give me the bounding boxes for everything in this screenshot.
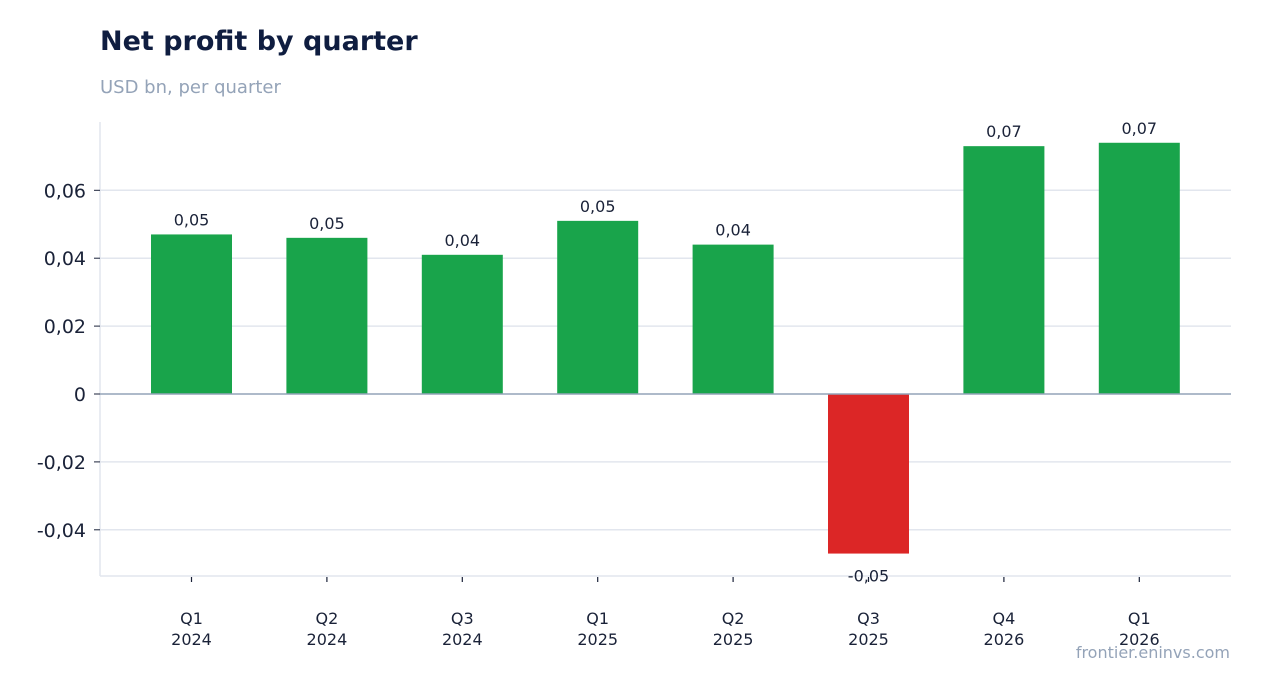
y-tick-label: 0,06	[44, 180, 86, 202]
y-tick-label: 0,04	[44, 248, 86, 270]
x-tick-label: Q2	[722, 609, 745, 628]
y-tick-label: 0,02	[44, 316, 86, 338]
x-tick-label: 2026	[984, 630, 1025, 649]
x-tick-label: Q3	[857, 609, 880, 628]
y-gridlines	[100, 189, 1231, 531]
y-tick-label: -0,02	[37, 452, 86, 474]
data-label: 0,05	[309, 214, 345, 233]
data-label: 0,05	[174, 210, 210, 229]
bar	[421, 254, 503, 394]
bar	[692, 244, 774, 394]
y-tick-label: -0,04	[37, 520, 86, 542]
x-axis: Q1 2024 Q2 2024 Q3 2024 Q1 2025 Q2 2025 Q3 2025 Q4 20…	[100, 575, 1231, 649]
y-tick-label: 0	[74, 384, 86, 406]
data-label: 0,04	[715, 221, 751, 240]
bar	[828, 394, 909, 554]
x-tick-label: 2025	[577, 630, 618, 649]
x-tick-label: 2026	[1119, 630, 1160, 649]
data-label: 0,04	[444, 231, 480, 250]
x-tick-label: Q2	[316, 609, 339, 628]
chart-title: Net profit by quarter	[100, 26, 418, 57]
x-tick-label: Q1	[180, 609, 203, 628]
data-label: 0,07	[1121, 119, 1157, 138]
y-axis: -0,04 -0,02 0 0,02 0,04 0,06	[37, 122, 101, 576]
bar	[1098, 142, 1180, 394]
bars	[151, 142, 1180, 554]
x-tick-label: 2024	[307, 630, 348, 649]
bar	[557, 220, 639, 394]
chart-subtitle: USD bn, per quarter	[100, 77, 281, 98]
x-tick-label: 2025	[848, 630, 889, 649]
bar	[151, 234, 232, 394]
data-label: 0,07	[986, 122, 1022, 141]
data-label: -0,05	[848, 567, 889, 586]
x-tick-label: 2024	[442, 630, 483, 649]
x-tick-label: 2024	[171, 630, 212, 649]
x-tick-label: Q1	[586, 609, 609, 628]
x-tick-label: Q3	[451, 609, 474, 628]
x-tick-label: Q4	[993, 609, 1016, 628]
x-tick-label: 2025	[713, 630, 754, 649]
data-labels: 0,05 0,05 0,04 0,05 0,04 -0,05 0,07 0,07	[174, 119, 1157, 586]
data-label: 0,05	[580, 197, 616, 216]
source-credit: frontier.eninvs.com	[1075, 643, 1230, 662]
x-tick-label: Q1	[1128, 609, 1151, 628]
bar	[963, 146, 1045, 394]
bar	[286, 237, 368, 394]
